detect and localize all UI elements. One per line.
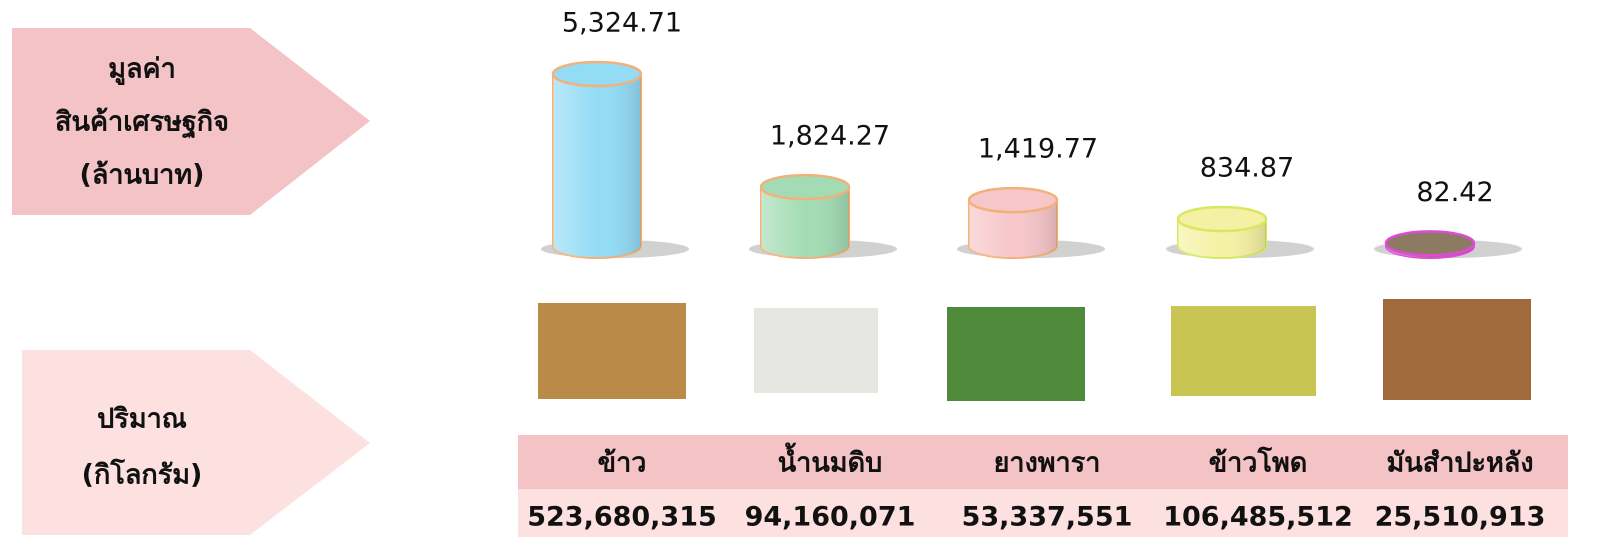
- quantity: 523,680,315: [527, 502, 717, 533]
- cylinder-top: [969, 188, 1057, 212]
- cylinder-top: [1386, 231, 1474, 255]
- photo: [538, 303, 686, 399]
- heading: สินค้าเศรษฐกิจ: [55, 107, 229, 140]
- quantity: 25,510,913: [1375, 502, 1546, 533]
- value-label: 1,419.77: [978, 134, 1098, 165]
- heading-arrow: [22, 350, 370, 535]
- page: มูลค่าสินค้าเศรษฐกิจ (ล้านบาท) ปริมาณ (กิโล…: [0, 0, 1608, 553]
- quantity: 53,337,551: [962, 502, 1133, 533]
- photo: [754, 308, 878, 393]
- photo: [1383, 299, 1531, 400]
- category-label: น้ำนมดิบ: [778, 442, 883, 479]
- value-label: 82.42: [1416, 177, 1493, 208]
- value-label: 834.87: [1200, 153, 1294, 184]
- cylinder-shade: [553, 74, 641, 258]
- cylinder-top: [1178, 207, 1266, 231]
- value-label: 5,324.71: [562, 8, 682, 39]
- cylinder-top: [761, 175, 849, 199]
- category-label: ข้าวโพด: [1209, 446, 1308, 479]
- quantity: 94,160,071: [745, 502, 916, 533]
- heading: ปริมาณ: [97, 404, 187, 435]
- photos: [538, 299, 1531, 401]
- cylinder-top: [553, 62, 641, 86]
- category-label: มันสำปะหลัง: [1386, 448, 1533, 479]
- category-label: ยางพารา: [994, 448, 1101, 479]
- value-label: 1,824.27: [770, 121, 890, 152]
- photo: [1171, 306, 1316, 396]
- heading: มูลค่า: [108, 54, 176, 86]
- heading: (กิโลกรัม): [82, 458, 203, 491]
- quantity: 106,485,512: [1163, 502, 1353, 533]
- category-label: ข้าว: [598, 448, 647, 479]
- chart: มูลค่าสินค้าเศรษฐกิจ (ล้านบาท) ปริมาณ (กิโล…: [0, 0, 1608, 549]
- photo: [947, 307, 1085, 401]
- heading: (ล้านบาท): [80, 160, 205, 191]
